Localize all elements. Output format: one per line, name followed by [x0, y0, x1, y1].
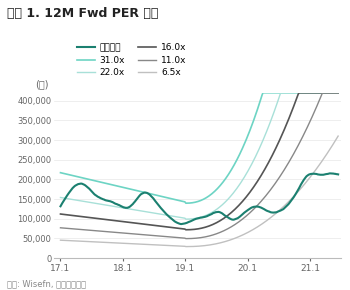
Text: 그림 1. 12M Fwd PER 밴드: 그림 1. 12M Fwd PER 밴드 — [7, 7, 158, 20]
Legend: 수정주가, 31.0x, 22.0x, 16.0x, 11.0x, 6.5x: 수정주가, 31.0x, 22.0x, 16.0x, 11.0x, 6.5x — [73, 39, 190, 81]
Text: 자료: Wisefn, 하나금융투자: 자료: Wisefn, 하나금융투자 — [7, 280, 86, 289]
Text: (원): (원) — [35, 79, 49, 90]
